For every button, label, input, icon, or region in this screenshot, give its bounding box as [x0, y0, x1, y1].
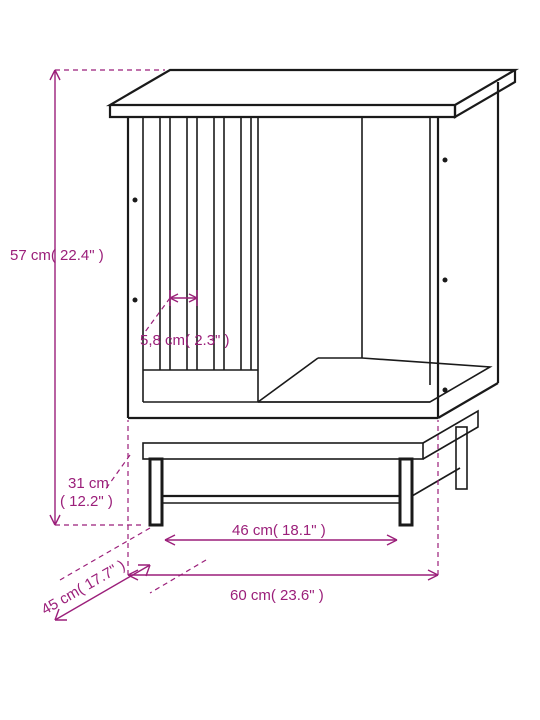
- dim-height-total: [50, 70, 165, 525]
- leg-front-right: [400, 459, 412, 525]
- dim-width-total-label: 60 cm( 23.6" ): [230, 587, 324, 604]
- dim-depth-note-label-in: ( 12.2" ): [60, 493, 113, 510]
- top-surface: [110, 70, 515, 105]
- dimension-labels: 57 cm( 22.4" ) 60 cm( 23.6" ) 46 cm( 18.…: [10, 247, 326, 618]
- leg-front-left: [150, 459, 162, 525]
- front-apron: [143, 443, 423, 459]
- dowel-dot: [133, 198, 138, 203]
- dim-width-inner-label: 46 cm( 18.1" ): [232, 522, 326, 539]
- diagram-canvas: 57 cm( 22.4" ) 60 cm( 23.6" ) 46 cm( 18.…: [0, 0, 540, 720]
- body-right-bottom-edge: [438, 383, 498, 418]
- top-right-edge: [455, 70, 515, 117]
- dim-width-total: [128, 420, 438, 580]
- crossbar-side: [412, 468, 460, 496]
- dowel-dot: [443, 278, 448, 283]
- dim-slat-gap-label: 5,8 cm( 2.3" ): [140, 332, 230, 349]
- dim-height-total-label: 57 cm( 22.4" ): [10, 247, 104, 264]
- compartment-floor: [258, 358, 490, 402]
- dim-slat-gap: [145, 290, 197, 332]
- compartment-floor-left: [258, 358, 318, 402]
- dowel-dot: [133, 298, 138, 303]
- dowel-dot: [443, 158, 448, 163]
- dowel-dot: [443, 388, 448, 393]
- dim-depth-note-label: 31 cm: [68, 475, 109, 492]
- top-front-edge: [110, 105, 455, 117]
